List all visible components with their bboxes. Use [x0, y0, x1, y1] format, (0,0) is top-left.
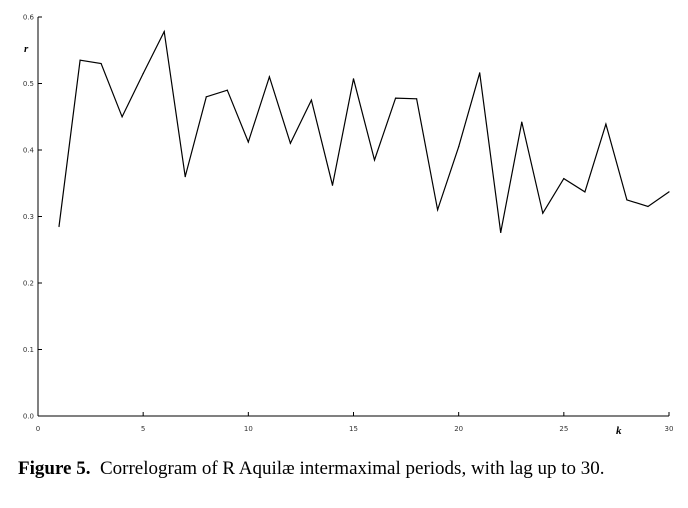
- data-point: [163, 31, 165, 33]
- data-point: [521, 121, 523, 123]
- data-point: [373, 159, 376, 161]
- x-tick-label: 30: [665, 425, 674, 433]
- data-point: [289, 142, 291, 144]
- data-point: [542, 212, 544, 214]
- x-tick-label: 20: [454, 425, 463, 433]
- y-tick-label: 0.5: [23, 80, 34, 88]
- y-tick-label: 0.4: [23, 147, 35, 155]
- figure-caption: Figure 5. Correlogram of R Aquilæ interm…: [18, 458, 678, 480]
- data-point: [563, 177, 565, 180]
- data-point: [584, 191, 586, 193]
- data-point: [226, 89, 228, 91]
- data-point: [247, 141, 249, 143]
- y-tick-label: 0.0: [23, 413, 34, 421]
- data-point: [121, 116, 123, 118]
- data-point: [58, 225, 60, 228]
- data-point: [268, 76, 270, 78]
- data-point: [142, 72, 144, 75]
- data-point: [479, 72, 481, 74]
- data-point: [647, 205, 649, 208]
- y-axis-label: r: [24, 43, 29, 55]
- caption-text: Correlogram of R Aquilæ intermaximal per…: [99, 458, 605, 479]
- x-ticks: 0 5 10 15 20 25 30: [36, 412, 674, 433]
- series-points: [58, 31, 670, 234]
- data-point: [394, 97, 397, 99]
- y-tick-label: 0.6: [23, 14, 35, 22]
- data-point: [668, 191, 670, 193]
- data-point: [437, 209, 439, 211]
- y-tick-label: 0.2: [23, 280, 34, 288]
- data-point: [331, 184, 334, 186]
- x-tick-label: 5: [141, 425, 145, 433]
- data-point: [458, 146, 460, 148]
- data-point: [416, 98, 418, 100]
- data-point: [184, 176, 186, 178]
- x-tick-label: 15: [349, 425, 358, 433]
- chart-axes: [37, 17, 669, 417]
- y-tick-label: 0.1: [23, 346, 34, 354]
- figure-label: Figure 5.: [18, 458, 91, 479]
- data-point: [79, 59, 81, 61]
- correlogram-chart: 0.0 0.1 0.2 0.3 0.4 0.5 0.6 0 5 10 15 20 25 30 r k: [23, 14, 674, 438]
- data-point: [205, 96, 207, 98]
- x-tick-label: 25: [559, 425, 568, 433]
- data-point: [100, 62, 102, 65]
- data-point: [352, 78, 355, 80]
- data-point: [500, 231, 502, 234]
- x-axis-label: k: [616, 425, 622, 437]
- y-ticks: 0.0 0.1 0.2 0.3 0.4 0.5 0.6: [23, 14, 42, 421]
- series-line: [58, 29, 670, 233]
- x-tick-label: 10: [244, 425, 253, 433]
- data-point: [626, 199, 628, 201]
- x-tick-label: 0: [36, 425, 40, 433]
- y-tick-label: 0.3: [23, 213, 34, 221]
- data-point: [310, 99, 313, 101]
- data-point: [605, 123, 607, 125]
